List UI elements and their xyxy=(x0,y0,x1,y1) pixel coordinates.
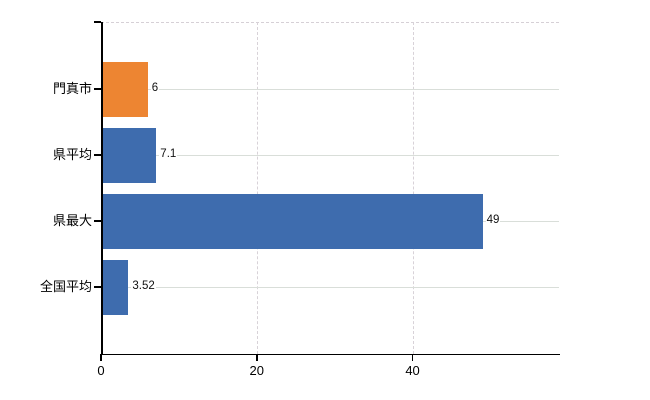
plot-area: 6 7.1 49 3.52 xyxy=(101,22,559,354)
bar-value-label: 49 xyxy=(485,213,501,228)
bar-4 xyxy=(102,259,129,315)
y-axis-tick xyxy=(94,88,101,90)
bar-2 xyxy=(102,127,157,183)
x-tick-label: 40 xyxy=(405,363,420,378)
bar-value-label: 6 xyxy=(150,81,160,96)
horizontal-gridline xyxy=(101,88,559,90)
category-label: 県平均 xyxy=(52,147,92,162)
category-label: 県最大 xyxy=(52,213,92,228)
x-axis-line xyxy=(101,353,560,356)
y-axis-line xyxy=(101,22,103,354)
bar-1 xyxy=(102,61,148,117)
bar-value-label: 7.1 xyxy=(159,147,178,162)
x-tick-label: 20 xyxy=(249,363,265,378)
horizontal-gridline xyxy=(101,154,559,156)
bar-3 xyxy=(102,193,483,249)
y-axis-tick xyxy=(94,220,101,222)
x-axis-tick xyxy=(100,354,102,361)
category-label: 門真市 xyxy=(52,81,92,96)
plot-top-border xyxy=(101,22,559,23)
y-axis-top-tick xyxy=(94,21,101,23)
vertical-gridline xyxy=(256,22,258,354)
x-axis-tick xyxy=(411,354,414,361)
category-label: 全国平均 xyxy=(39,279,92,294)
vertical-gridline xyxy=(412,22,414,354)
horizontal-gridline xyxy=(101,286,559,288)
y-axis-tick xyxy=(94,154,101,156)
bar-value-label: 3.52 xyxy=(131,279,156,294)
x-axis-tick xyxy=(256,354,258,361)
x-tick-label: 0 xyxy=(97,363,105,378)
y-axis-tick xyxy=(94,286,101,288)
